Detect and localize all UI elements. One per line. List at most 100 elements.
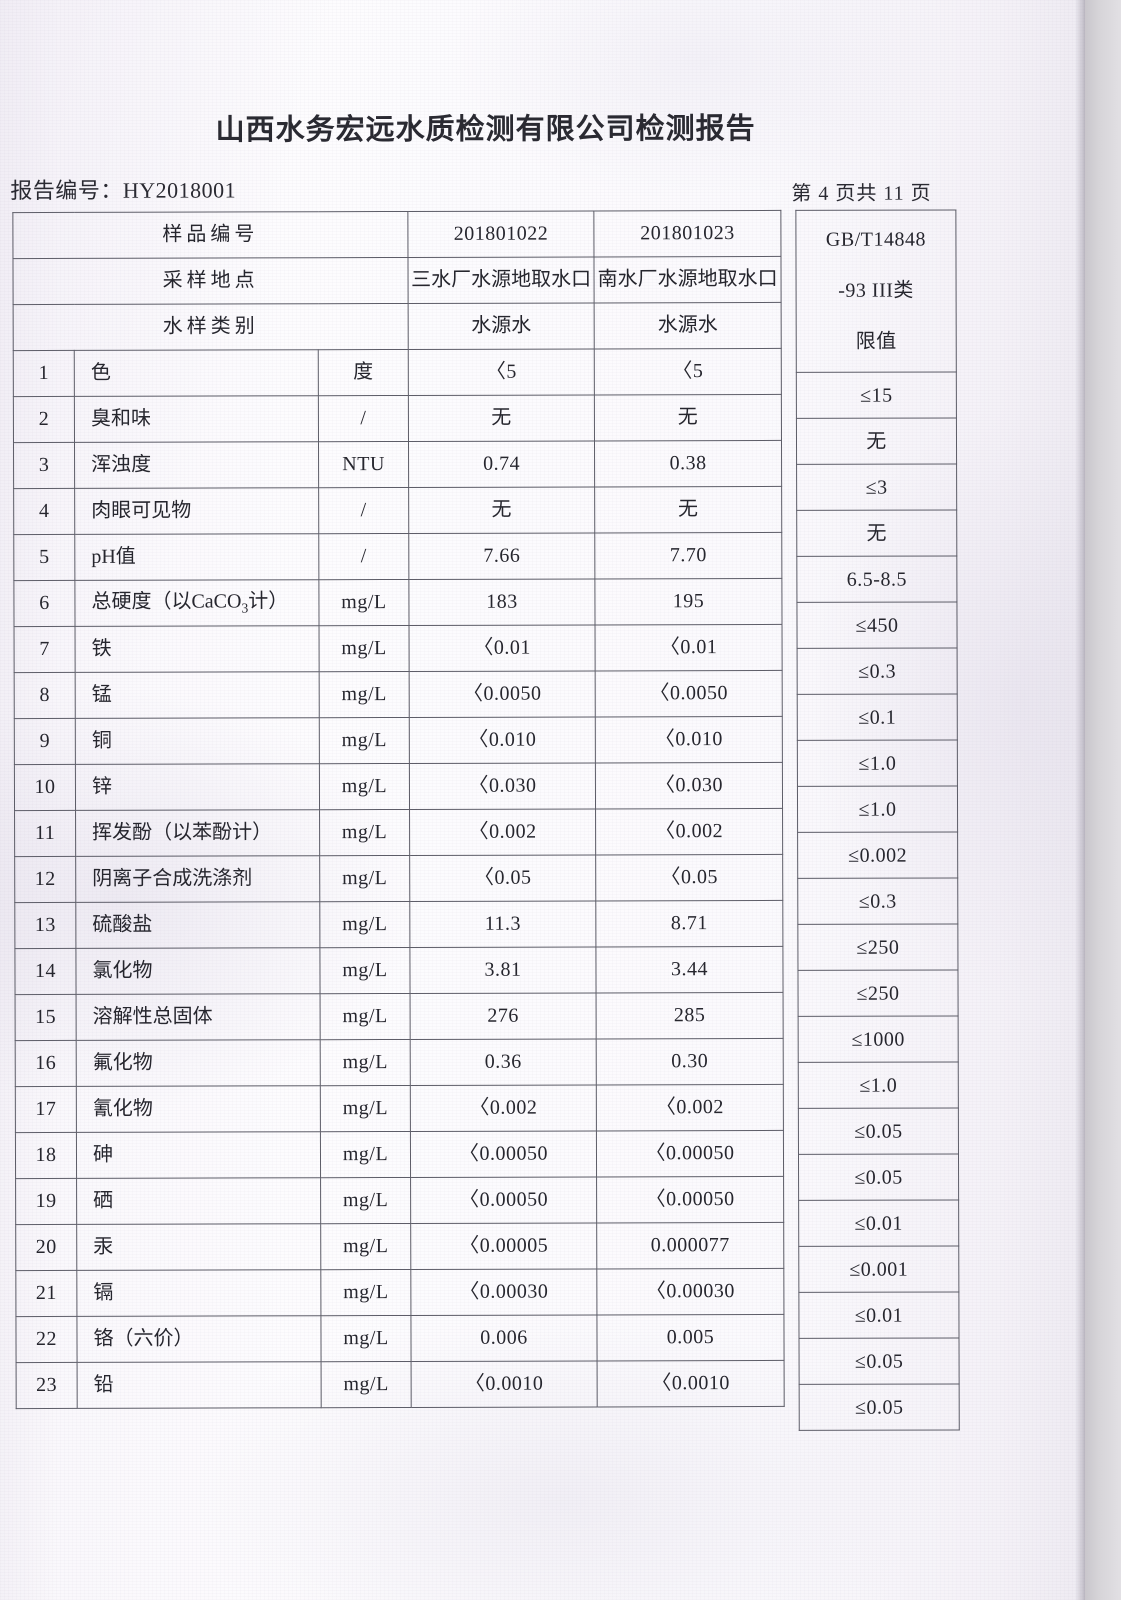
table-row: 18 砷 mg/L 〈0.00050 〈0.00050	[15, 1130, 784, 1179]
table-row: 1 色度〈5 〈5	[13, 348, 782, 397]
row-index: 12	[14, 856, 76, 903]
parameter-unit: mg/L	[320, 1269, 411, 1316]
row-index: 11	[14, 810, 76, 857]
table-row: 8 锰 mg/L 〈0.0050 〈0.0050	[14, 670, 783, 719]
parameter-name: 铜	[75, 717, 320, 765]
limit-row: ≤0.3	[797, 877, 958, 925]
parameter-unit: mg/L	[319, 901, 410, 948]
parameter-unit: mg/L	[321, 1361, 412, 1408]
parameter-name: 色	[74, 349, 319, 397]
table-row: 19 硒 mg/L 〈0.00050 〈0.00050	[15, 1176, 784, 1225]
sample-2-water-type: 水源水	[594, 302, 782, 349]
limit-row: ≤0.05	[799, 1337, 960, 1385]
table-row: 14 氯化物 mg/L 3.81 3.44	[14, 946, 784, 995]
parameter-unit: mg/L	[320, 1177, 411, 1224]
parameter-name: 镉	[76, 1269, 321, 1317]
header-label-water-type: 水样类别	[13, 303, 409, 351]
parameter-unit: mg/L	[319, 717, 410, 764]
row-index: 18	[15, 1132, 77, 1179]
limit-row: ≤1.0	[797, 785, 958, 833]
row-index: 5	[13, 534, 75, 581]
row-index: 19	[15, 1178, 77, 1225]
row-index: 20	[15, 1224, 77, 1271]
sample-2-value: 3.44	[595, 946, 784, 993]
limit-row: ≤0.1	[797, 693, 958, 741]
row-index: 2	[13, 396, 75, 443]
parameter-name: 硫酸盐	[75, 901, 320, 949]
scanner-background-gutter	[1085, 0, 1121, 1600]
sample-1-value: 〈0.00050	[410, 1176, 597, 1224]
sample-2-value: 7.70	[594, 532, 782, 579]
row-index: 4	[13, 488, 75, 535]
sample-1-value: 〈0.05	[409, 854, 596, 902]
limit-value: ≤15	[796, 371, 957, 419]
sample-2-value: 〈0.00050	[596, 1176, 784, 1223]
sample-1-value: 〈5	[408, 348, 595, 396]
table-row: 4 肉眼可见物 / 无无	[13, 486, 782, 535]
sample-2-value: 〈0.0010	[597, 1360, 785, 1407]
sample-1-value: 〈0.01	[409, 624, 596, 672]
limit-header-line-2: 限值	[855, 330, 897, 353]
limit-value: ≤1.0	[798, 1061, 959, 1109]
sample-1-value: 〈0.002	[409, 808, 596, 856]
table-row: 22 铬（六价） mg/L 0.006 0.005	[15, 1314, 785, 1363]
limit-header-row: GB/T14848 -93 III类 限值	[795, 209, 957, 373]
table-header-row-site: 采样地点 三水厂水源地取水口 南水厂水源地取水口	[12, 256, 782, 305]
sample-2-value: 0.30	[596, 1038, 784, 1085]
limit-row: ≤0.05	[799, 1383, 960, 1431]
parameter-name: 砷	[76, 1131, 321, 1179]
table-row: 17 氰化物 mg/L 〈0.002 〈0.002	[15, 1084, 784, 1133]
sample-2-value: 〈0.010	[595, 716, 783, 763]
parameter-unit: mg/L	[318, 579, 410, 626]
limit-value: 无	[796, 417, 957, 465]
sample-2-value: 无	[594, 486, 782, 533]
report-number: 报告编号：HY2018001	[10, 177, 237, 204]
limit-value: ≤0.05	[798, 1107, 959, 1155]
parameter-unit: mg/L	[320, 1315, 412, 1362]
sample-2-value: 0.38	[594, 440, 782, 487]
sample-1-value: 无	[408, 486, 595, 534]
parameter-unit: mg/L	[319, 763, 410, 810]
sample-2-value: 0.000077	[596, 1222, 784, 1269]
parameter-name: 铅	[77, 1361, 322, 1409]
row-index: 6	[13, 580, 76, 627]
parameter-name: pH值	[74, 533, 319, 581]
parameter-unit: mg/L	[320, 993, 411, 1040]
limit-value: ≤0.05	[798, 1153, 959, 1201]
row-index: 13	[14, 902, 76, 949]
results-table: 样品编号 201801022 201801023 采样地点 三水厂水源地取水口 …	[12, 210, 785, 1409]
limit-value: ≤0.05	[799, 1383, 960, 1431]
parameter-name: 溶解性总固体	[76, 993, 321, 1041]
sample-2-value: 〈0.05	[595, 854, 783, 901]
sample-2-value: 285	[596, 992, 784, 1039]
limit-value: ≤1000	[798, 1015, 959, 1063]
limit-row: ≤0.05	[798, 1153, 959, 1201]
sample-2-number: 201801023	[593, 210, 781, 257]
parameter-name: 硒	[76, 1177, 321, 1225]
parameter-name: 氰化物	[76, 1085, 321, 1133]
table-row: 13 硫酸盐 mg/L 11.3 8.71	[14, 900, 783, 949]
row-index: 7	[14, 626, 76, 673]
limit-row: ≤0.01	[798, 1291, 960, 1339]
limit-row: ≤15	[796, 371, 957, 419]
limit-row-group: ≤15 无 ≤3 无 6.5-8.5 ≤450 ≤0.3 ≤0.1 ≤1.0 ≤1.0 ≤0.002…	[796, 371, 960, 1431]
standard-limit-column: GB/T14848 -93 III类 限值 ≤15 无 ≤3 无 6.5-8.5 ≤450 ≤0…	[795, 209, 960, 1431]
sample-2-site: 南水厂水源地取水口	[593, 256, 782, 303]
sample-1-value: 0.006	[410, 1314, 598, 1362]
sample-2-value: 〈0.0050	[595, 670, 783, 717]
table-row: 6 总硬度（以CaCO3计） mg/L 183 195	[13, 578, 783, 627]
row-index: 8	[14, 672, 76, 719]
row-index: 10	[14, 764, 76, 811]
limit-row: 无	[796, 509, 957, 557]
sample-1-value: 183	[408, 578, 596, 626]
row-index: 17	[15, 1086, 77, 1133]
limit-row: ≤450	[796, 601, 958, 649]
limit-row: ≤0.3	[797, 647, 958, 695]
parameter-name: 总硬度（以CaCO3计）	[74, 579, 320, 627]
table-row: 3 浑浊度 NTU 0.74 0.38	[13, 440, 782, 489]
parameter-unit: mg/L	[320, 1223, 411, 1270]
parameter-unit: mg/L	[319, 625, 410, 672]
sample-2-value: 〈0.002	[596, 1084, 784, 1131]
sample-1-value: 〈0.030	[409, 762, 596, 810]
table-row: 7 铁 mg/L 〈0.01 〈0.01	[14, 624, 783, 673]
